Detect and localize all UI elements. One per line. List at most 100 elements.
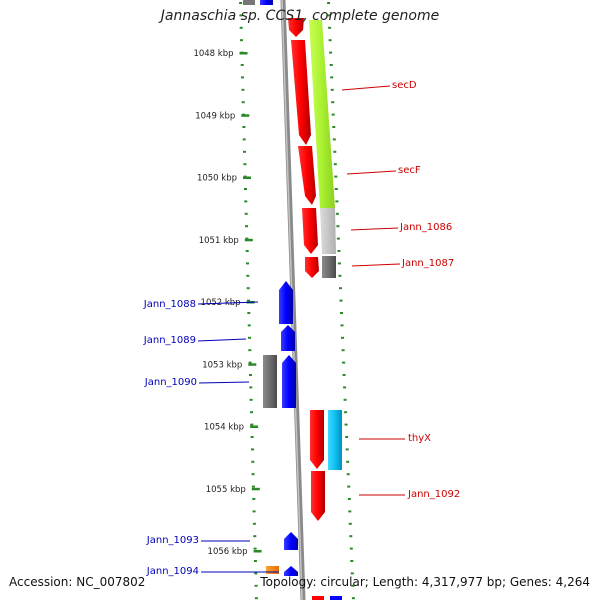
track-border-dot	[242, 138, 246, 141]
track-border-dot	[240, 64, 244, 66]
track-border-dot	[331, 101, 335, 104]
gene-label-leader	[350, 227, 399, 231]
track-border-dot	[346, 460, 350, 463]
track-border-dot	[254, 572, 258, 575]
genome-backbone-highlight	[281, 0, 303, 601]
gene-label-leader	[198, 381, 250, 384]
track-border-dot	[253, 535, 257, 538]
gene-label-leader	[346, 170, 397, 175]
track-border-dot	[344, 411, 348, 414]
track-border-dot	[343, 398, 347, 401]
track-border-dot	[253, 560, 257, 562]
track-border-dot	[250, 423, 254, 426]
gene-Jann_1092[interactable]	[311, 471, 325, 521]
gene-Jann_1090[interactable]	[282, 355, 296, 408]
feature-band-orange	[266, 566, 279, 574]
scale-tick-label: 1048 kbp	[193, 49, 233, 59]
track-border-dot	[342, 361, 346, 364]
gene-labels: secD secF Jann_1086 Jann_1087 thyX Jann_1092 J…	[143, 80, 460, 577]
track-border-dot	[245, 237, 249, 240]
scale-tick-label: 1055 kbp	[206, 485, 246, 495]
gene-label-right[interactable]: Jann_1092	[407, 489, 460, 500]
feature-band-darkgray	[322, 256, 336, 278]
track-border-dot	[341, 349, 345, 352]
scale-tick	[253, 550, 262, 553]
gene-label-left[interactable]: Jann_1090	[144, 377, 197, 388]
track-border-dot	[335, 200, 339, 203]
genome-backbone	[280, 0, 306, 601]
scale-tick-label: 1049 kbp	[195, 111, 235, 121]
left-track-border	[239, 2, 258, 600]
gene-secD[interactable]	[291, 40, 311, 145]
gene-secF[interactable]	[298, 146, 316, 205]
track-border-dot	[250, 411, 253, 414]
track-border-dot	[351, 597, 355, 600]
gene-top-partial[interactable]	[288, 18, 304, 37]
track-border-dot	[241, 76, 244, 79]
track-border-dot	[338, 274, 342, 277]
gene-label-left[interactable]: Jann_1093	[146, 535, 199, 546]
track-border-dot	[246, 262, 249, 265]
track-border-dot	[247, 312, 251, 314]
feature-band-gray-top	[243, 0, 255, 5]
track-border-dot	[248, 349, 252, 352]
feature-band-lightgray	[320, 208, 336, 254]
track-border-dot	[245, 250, 249, 252]
gene-label-left[interactable]: Jann_1088	[143, 299, 196, 310]
gene-label-leader	[351, 263, 401, 267]
gene-Jann_1094[interactable]	[284, 566, 298, 576]
track-border-dot	[349, 535, 353, 538]
track-border-dot	[331, 113, 335, 116]
feature-band-cyan	[328, 410, 342, 470]
track-border-dot	[247, 324, 251, 327]
gene-label-right[interactable]: secD	[392, 80, 417, 91]
gene-label-right[interactable]: Jann_1086	[399, 222, 452, 233]
track-border-dot	[334, 188, 338, 190]
track-border-dot	[340, 324, 344, 327]
track-border-dot	[245, 225, 248, 228]
track-border-dot	[248, 336, 251, 339]
gene-Jann_1088[interactable]	[279, 281, 293, 324]
gene-top-blue-partial[interactable]	[260, 0, 273, 5]
track-border-dot	[251, 473, 255, 476]
track-border-dot	[254, 597, 258, 600]
gene-label-leader	[341, 85, 391, 91]
track-border-dot	[330, 76, 334, 79]
track-border-dot	[335, 212, 339, 215]
track-border-dot	[332, 138, 336, 141]
track-border-dot	[241, 88, 245, 91]
track-border-dot	[249, 398, 253, 401]
track-border-dot	[244, 200, 248, 203]
track-border-dot	[253, 547, 257, 550]
track-border-dot	[347, 498, 351, 500]
track-border-dot	[350, 572, 354, 575]
accession-text: Accession: NC_007802	[9, 575, 146, 589]
gene-label-right[interactable]: secF	[398, 165, 421, 176]
gene-label-left[interactable]: Jann_1094	[146, 566, 199, 577]
track-border-dot	[329, 64, 333, 66]
gene-Jann_1087[interactable]	[305, 257, 319, 278]
track-border-dot	[345, 448, 349, 451]
gene-bottom-partial[interactable]	[312, 596, 324, 600]
gene-label-right[interactable]: thyX	[408, 433, 431, 444]
track-border-dot	[350, 560, 354, 562]
track-border-dot	[344, 423, 348, 426]
scale-tick-label: 1051 kbp	[199, 236, 239, 246]
track-border-dot	[240, 39, 243, 42]
gene-label-right[interactable]: Jann_1087	[401, 258, 454, 269]
gene-Jann_1093[interactable]	[284, 532, 298, 550]
track-border-dot	[243, 150, 246, 153]
gene-label-leader	[197, 301, 259, 305]
track-border-dot	[343, 386, 347, 389]
gene-Jann_1086[interactable]	[302, 208, 318, 254]
track-border-dot	[329, 51, 333, 54]
gene-label-left[interactable]: Jann_1089	[143, 335, 196, 346]
track-border-dot	[348, 510, 352, 513]
track-border-dot	[247, 299, 250, 302]
gene-thyX[interactable]	[310, 410, 324, 469]
track-border-dot	[250, 436, 254, 438]
gene-Jann_1089[interactable]	[281, 325, 295, 351]
scale-tick	[241, 114, 250, 117]
track-border-dot	[334, 175, 338, 178]
